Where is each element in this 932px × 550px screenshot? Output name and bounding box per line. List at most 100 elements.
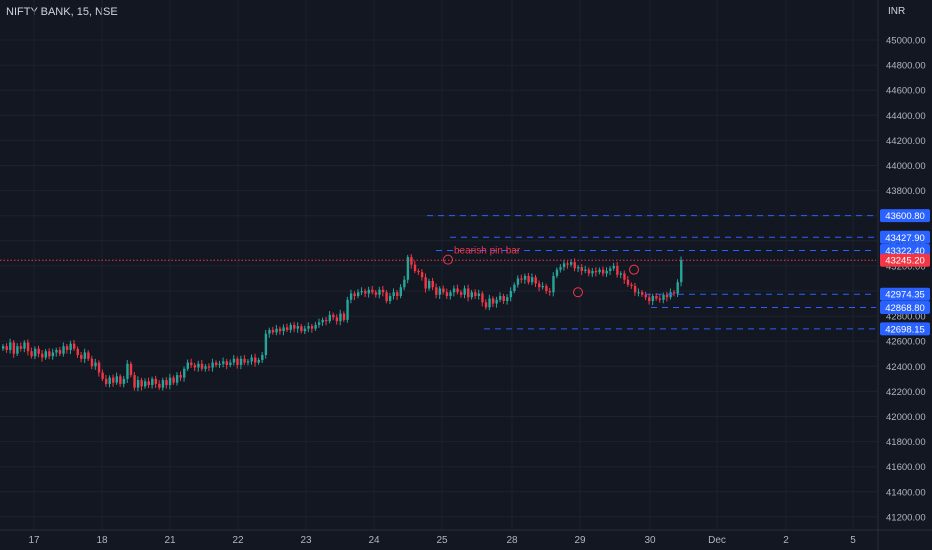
candle-body: [87, 352, 90, 359]
candle-body: [37, 348, 40, 354]
level-badge: [880, 287, 930, 301]
candle-body: [633, 285, 637, 293]
candle-body: [328, 314, 331, 322]
candle-body: [80, 355, 83, 359]
level-badge-label: 43322.40: [885, 246, 925, 257]
candle-body: [491, 298, 495, 304]
candle-body: [332, 314, 335, 318]
candle-body: [232, 358, 236, 363]
candle-body: [293, 324, 296, 329]
candle-body: [257, 360, 260, 363]
candle-body: [509, 291, 513, 298]
candle-body: [158, 383, 161, 388]
candle-body: [215, 362, 218, 366]
candle-body: [250, 357, 253, 362]
candle-body: [367, 289, 371, 294]
candle-body: [530, 277, 534, 283]
candle-body: [140, 380, 143, 387]
candle-body: [119, 376, 122, 384]
y-tick-label: 41800.00: [886, 437, 926, 448]
candle-body: [577, 267, 580, 269]
annotation-label: bearish pin bar: [454, 246, 521, 257]
candle-body: [261, 355, 264, 361]
candle-body: [211, 362, 214, 368]
candle-body: [651, 296, 655, 302]
candle-body: [623, 273, 626, 280]
candle-body: [463, 288, 466, 295]
candle-body: [360, 291, 363, 293]
candle-body: [467, 288, 470, 298]
level-badge: [880, 209, 930, 223]
level-badge: [880, 230, 930, 244]
x-tick-label: 21: [164, 535, 176, 546]
candle-body: [555, 269, 559, 276]
candle-body: [51, 352, 55, 357]
candle-body: [161, 380, 165, 388]
candle-body: [303, 328, 307, 332]
pin-bar-marker: [443, 254, 453, 265]
level-badge: [880, 322, 930, 336]
candle-body: [2, 346, 5, 349]
candle-body: [317, 322, 321, 325]
candle-body: [637, 292, 640, 294]
candle-body: [612, 265, 615, 269]
candle-body: [346, 299, 349, 320]
x-tick-label: 17: [28, 535, 40, 546]
level-badge-label: 43600.80: [885, 211, 925, 222]
swing-marker: [629, 264, 639, 275]
candle-body: [289, 324, 292, 330]
candle-body: [644, 294, 647, 298]
candle-body: [69, 343, 72, 350]
candle-body: [101, 372, 104, 379]
candle-body: [552, 275, 555, 293]
candle-body: [271, 329, 275, 333]
candle-body: [406, 257, 410, 280]
candle-body: [154, 378, 158, 384]
candle-body: [477, 293, 481, 297]
candle-body: [225, 361, 229, 366]
candle-body: [357, 292, 360, 297]
candle-body: [385, 292, 388, 302]
y-tick-label: 44400.00: [886, 111, 926, 122]
candle-body: [239, 358, 243, 366]
candle-body: [44, 351, 47, 358]
candle-body: [307, 326, 310, 329]
candle-body: [286, 327, 289, 330]
candle-body: [438, 288, 442, 295]
candle-body: [97, 362, 101, 373]
candle-body: [609, 268, 612, 271]
swing-marker: [573, 287, 583, 298]
candle-body: [200, 363, 204, 369]
candle-body: [655, 296, 658, 299]
candle-body: [186, 362, 189, 369]
candle-body: [268, 329, 271, 334]
current-price-label: 43245.20: [885, 256, 925, 267]
candle-body: [481, 293, 484, 303]
level-badge: [880, 300, 930, 314]
candle-body: [413, 264, 417, 271]
candle-body: [626, 279, 630, 285]
candle-body: [676, 282, 679, 294]
y-tick-label: 44800.00: [886, 61, 926, 72]
x-tick-label: 25: [436, 535, 448, 546]
candle-body: [396, 292, 399, 297]
candle-body: [388, 296, 392, 302]
candle-body: [619, 273, 623, 275]
candle-body: [58, 349, 62, 354]
candle-body: [449, 292, 452, 297]
candle-body: [62, 346, 65, 354]
x-tick-label: 29: [574, 535, 586, 546]
candle-body: [335, 317, 339, 322]
y-tick-label: 41200.00: [886, 512, 926, 523]
candle-body: [371, 289, 374, 293]
x-tick-label: 30: [644, 535, 656, 546]
candle-body: [126, 363, 129, 379]
candle-body: [488, 298, 491, 308]
candle-body: [246, 361, 250, 363]
candle-body: [197, 363, 200, 368]
candle-body: [403, 279, 406, 288]
currency-label: INR: [888, 6, 906, 17]
candle-body: [570, 262, 573, 265]
x-tick-label: 2: [783, 535, 789, 546]
